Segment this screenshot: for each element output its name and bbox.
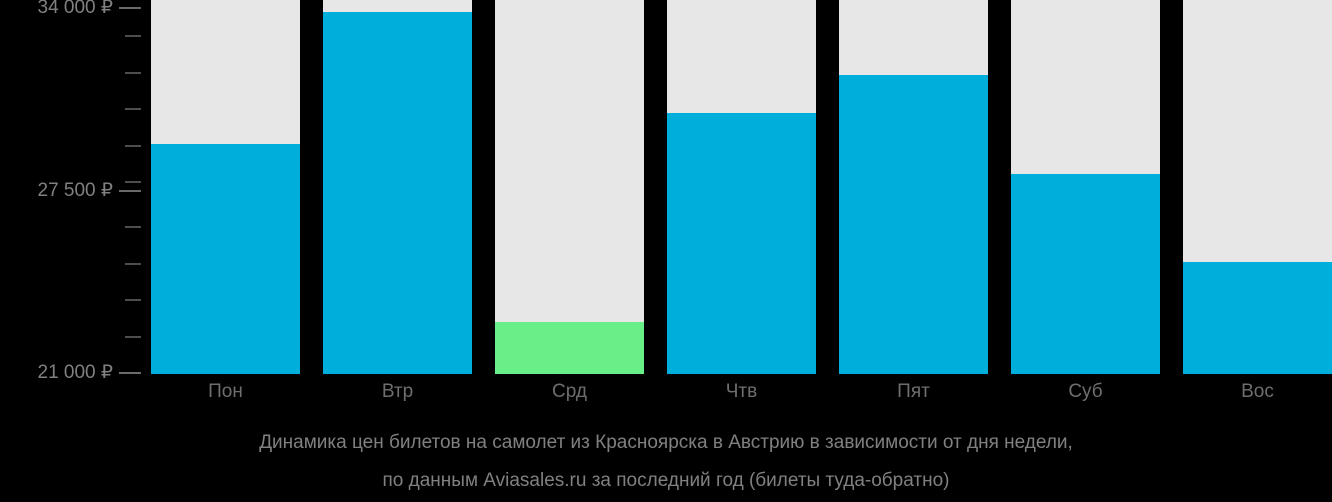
bar-track[interactable] (495, 0, 644, 374)
x-axis-label-пят: Пят (897, 381, 930, 402)
plot-area: 34 000 ₽ 27 500 ₽ 21 000 ₽ (0, 0, 1332, 382)
bar-track[interactable] (839, 0, 988, 374)
x-axis-label-втр: Втр (381, 381, 414, 402)
y-axis-major-tick (119, 189, 141, 192)
y-axis-minor-tick (125, 35, 141, 38)
bar-track[interactable] (323, 0, 472, 374)
y-axis-minor-tick (125, 108, 141, 111)
bar-group (151, 0, 1332, 374)
y-axis-minor-tick (125, 181, 141, 184)
y-axis-major-tick (119, 372, 141, 374)
y-axis-minor-tick (125, 335, 141, 338)
x-axis-label-срд: Срд (552, 381, 587, 402)
y-axis-major-tick (119, 7, 141, 9)
y-axis-minor-tick (125, 299, 141, 301)
caption-line-2: по данным Aviasales.ru за последний год … (382, 470, 950, 491)
y-axis-minor-tick (125, 262, 141, 265)
y-axis: 34 000 ₽ 27 500 ₽ 21 000 ₽ (0, 0, 151, 382)
bar-втр[interactable] (323, 11, 472, 374)
bar-track[interactable] (1183, 0, 1332, 374)
bar-чтв[interactable] (667, 112, 816, 374)
y-axis-minor-tick (125, 144, 141, 147)
x-axis-label-вос: Вос (1241, 381, 1274, 402)
caption-line-1: Динамика цен билетов на самолет из Красн… (259, 432, 1073, 453)
x-axis-label-пон: Пон (208, 381, 243, 402)
y-axis-minor-tick (125, 226, 141, 228)
bar-пон[interactable] (151, 144, 300, 374)
chart-caption: Динамика цен билетов на самолет из Красн… (0, 424, 1332, 500)
y-axis-label: 34 000 ₽ (37, 0, 113, 18)
bar-срд[interactable] (495, 322, 644, 374)
bar-вос[interactable] (1183, 261, 1332, 374)
bar-суб[interactable] (1011, 173, 1160, 374)
y-axis-label: 21 000 ₽ (37, 362, 113, 383)
y-axis-minor-tick (125, 71, 141, 74)
y-axis-label: 27 500 ₽ (37, 179, 113, 201)
bar-track[interactable] (667, 0, 816, 374)
x-axis-label-чтв: Чтв (725, 381, 758, 402)
bar-пят[interactable] (839, 74, 988, 374)
bar-track[interactable] (151, 0, 300, 374)
bar-track[interactable] (1011, 0, 1160, 374)
x-axis-label-суб: Суб (1068, 381, 1103, 402)
x-axis: Пон Втр Срд Чтв Пят Суб Вос (0, 374, 1332, 418)
